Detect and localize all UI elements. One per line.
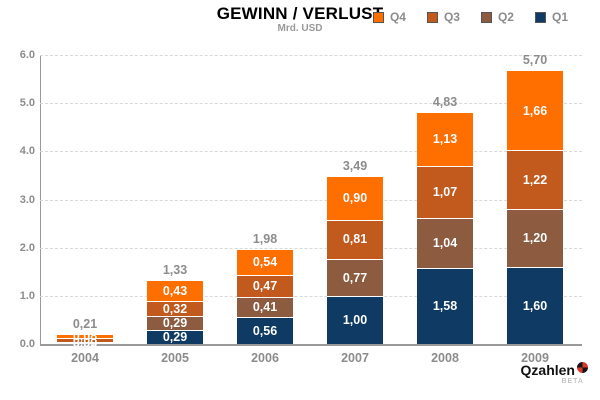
- bar-segment-2006-q2: 0,41: [237, 297, 293, 317]
- bar-total-label: 4,83: [432, 94, 458, 109]
- bar-segment-value: 0,32: [162, 301, 188, 316]
- x-axis-tick-label: 2005: [161, 351, 189, 365]
- chart-title: GEWINN / VERLUST: [216, 4, 384, 23]
- bar-segment-value: 0,43: [162, 283, 188, 298]
- y-axis-tick-label: 5.0: [19, 97, 35, 110]
- bar-segment-2009-q1: 1,60: [507, 266, 563, 344]
- bar-segment-value: 1,07: [432, 185, 458, 200]
- bar-segment-2008-q4: 1,13: [417, 111, 473, 167]
- bar-segment-value: 1,13: [432, 132, 458, 147]
- bar-segment-value: 0,90: [342, 191, 368, 206]
- legend-swatch-icon: [426, 11, 438, 23]
- y-axis-tick-label: 3.0: [19, 193, 35, 206]
- gridline: [40, 55, 582, 56]
- bar-segment-value: 0,56: [252, 323, 278, 338]
- bar-segment-value: 0,81: [342, 232, 368, 247]
- bar-total-label: 1,33: [162, 262, 188, 277]
- bar-total-label: 3,49: [342, 159, 368, 174]
- bar-segment-2006-q4: 0,54: [237, 248, 293, 275]
- bar-segment-2007-q3: 0,81: [327, 219, 383, 259]
- gridline: [40, 151, 582, 153]
- bar-segment-2008-q1: 1,58: [417, 267, 473, 344]
- bar-segment-2005-q1: 0,29: [147, 330, 203, 344]
- bar-segment-2009-q4: 1,66: [507, 70, 563, 151]
- y-axis-tick-label: 0.0: [19, 338, 35, 350]
- bar-segment-2007-q4: 0,90: [327, 176, 383, 220]
- legend-swatch-icon: [480, 11, 492, 23]
- x-axis-tick-label: 2006: [251, 351, 279, 365]
- bar-segment-2008-q3: 1,07: [417, 166, 473, 218]
- bar-segment-2005-q2: 0,29: [147, 316, 203, 331]
- bar-total-label: 1,98: [252, 231, 278, 246]
- bar-segment-2007-q2: 0,77: [327, 258, 383, 296]
- bar-total-label: 0,21: [72, 316, 98, 331]
- bar-segment-value: 0,29: [162, 316, 188, 331]
- bar-segment-2005-q3: 0,32: [147, 300, 203, 317]
- y-axis-tick-label: 6.0: [19, 49, 35, 61]
- bar-segment-value: 1,22: [522, 172, 548, 187]
- chart-subtitle: Mrd. USD: [277, 23, 323, 34]
- x-axis-tick-label: 2004: [71, 351, 99, 365]
- x-axis-line: [40, 344, 582, 346]
- bar-segment-2009-q2: 1,20: [507, 209, 563, 267]
- legend-item-label: Q3: [443, 10, 460, 24]
- gridline: [40, 199, 582, 201]
- gridline: [40, 103, 582, 105]
- legend-swatch-icon: [372, 11, 384, 23]
- y-axis-tick-label: 2.0: [19, 241, 35, 254]
- bar-segment-value: 1,58: [432, 299, 458, 314]
- bar-segment-value: 1,66: [522, 103, 548, 118]
- legend-item-q2[interactable]: Q2: [480, 10, 514, 24]
- x-axis-tick-label: 2009: [521, 351, 549, 365]
- bar-segment-2006-q3: 0,47: [237, 274, 293, 298]
- gridline: [40, 247, 582, 249]
- bar-total-label: 5,70: [522, 53, 548, 68]
- bar-segment-value: 1,00: [342, 313, 368, 328]
- legend-item-q1[interactable]: Q1: [534, 10, 568, 24]
- bar-segment-2007-q1: 1,00: [327, 295, 383, 344]
- brand-logo-icon: [577, 362, 588, 373]
- legend-item-q3[interactable]: Q3: [426, 10, 460, 24]
- bar-segment-value: 0,47: [252, 279, 278, 294]
- bar-segment-2005-q4: 0,43: [147, 279, 203, 301]
- bar-segment-2006-q1: 0,56: [237, 317, 293, 344]
- legend-swatch-icon: [534, 11, 546, 23]
- brand-beta-label: BETA: [561, 378, 584, 385]
- bar-segment-2009-q3: 1,22: [507, 150, 563, 210]
- legend-item-q4[interactable]: Q4: [372, 10, 406, 24]
- bar-segment-value: 1,20: [522, 231, 548, 246]
- legend-item-label: Q4: [389, 10, 406, 24]
- bar-segment-value: 0,54: [252, 254, 278, 269]
- y-axis-tick-label: 1.0: [19, 289, 35, 302]
- x-axis-tick-label: 2007: [341, 351, 369, 365]
- bar-segment-value: 1,60: [522, 298, 548, 313]
- legend-item-label: Q2: [497, 10, 514, 24]
- legend-item-label: Q1: [551, 10, 568, 24]
- bar-segment-2008-q2: 1,04: [417, 217, 473, 268]
- bar-segment-2004-q4: 0,08: [57, 330, 113, 342]
- bar-segment-value: 0,77: [342, 270, 368, 285]
- branding: Qzahlen BETA: [521, 362, 588, 385]
- bar-segment-value: 0,41: [252, 300, 278, 315]
- y-axis-tick-label: 4.0: [19, 145, 35, 158]
- bar-segment-value: 0,29: [162, 330, 188, 345]
- brand-name: Qzahlen: [520, 362, 575, 378]
- legend: Q1 Q2 Q3 Q4: [372, 10, 568, 24]
- x-axis-tick-label: 2008: [431, 351, 459, 365]
- bar-segment-value: 1,04: [432, 236, 458, 251]
- gridline: [40, 295, 582, 297]
- bar-segment-value: 0,08: [72, 329, 98, 344]
